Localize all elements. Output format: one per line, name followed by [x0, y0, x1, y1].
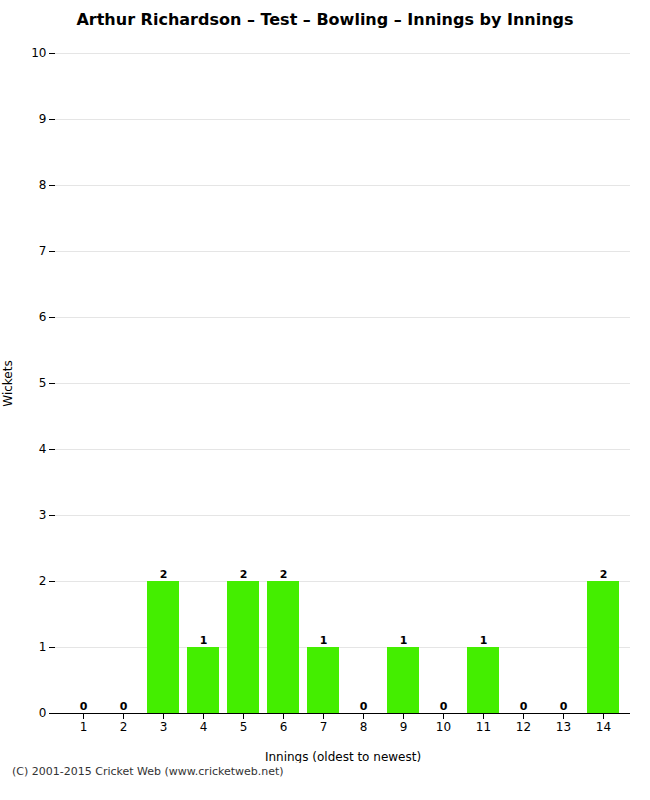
svg-text:0: 0	[120, 700, 128, 713]
svg-text:0: 0	[520, 700, 528, 713]
svg-text:2: 2	[120, 720, 128, 734]
svg-text:4: 4	[200, 720, 208, 734]
svg-text:8: 8	[39, 178, 47, 192]
svg-text:1: 1	[200, 634, 208, 647]
svg-text:7: 7	[320, 720, 328, 734]
svg-text:2: 2	[240, 568, 248, 581]
svg-text:3: 3	[39, 508, 47, 522]
svg-text:6: 6	[39, 310, 47, 324]
svg-text:2: 2	[600, 568, 608, 581]
svg-text:5: 5	[240, 720, 248, 734]
svg-text:2: 2	[39, 574, 47, 588]
svg-text:8: 8	[360, 720, 368, 734]
svg-text:3: 3	[160, 720, 168, 734]
svg-text:12: 12	[516, 720, 531, 734]
svg-text:14: 14	[596, 720, 611, 734]
svg-text:0: 0	[440, 700, 448, 713]
svg-text:0: 0	[560, 700, 568, 713]
svg-text:11: 11	[476, 720, 491, 734]
svg-text:2: 2	[280, 568, 288, 581]
svg-text:13: 13	[556, 720, 571, 734]
svg-text:0: 0	[80, 700, 88, 713]
html-text:(C) 2001-2015 Cricket Web (www: (C) 2001-2015 Cricket Web (www.cricketwe…	[12, 765, 284, 778]
svg-text:1: 1	[480, 634, 488, 647]
svg-text:0: 0	[39, 706, 47, 720]
svg-text:1: 1	[400, 634, 408, 647]
svg-text:7: 7	[39, 244, 47, 258]
svg-text:4: 4	[39, 442, 47, 456]
svg-text:6: 6	[280, 720, 288, 734]
svg-text:0: 0	[360, 700, 368, 713]
svg-text:10: 10	[31, 46, 46, 60]
svg-text:Innings (oldest to newest): Innings (oldest to newest)	[265, 750, 421, 764]
svg-text:5: 5	[39, 376, 47, 390]
svg-text:9: 9	[39, 112, 47, 126]
svg-text:Wickets: Wickets	[1, 360, 15, 406]
svg-text:2: 2	[160, 568, 168, 581]
svg-text:1: 1	[320, 634, 328, 647]
html-text:Arthur Richardson – Test – Bow: Arthur Richardson – Test – Bowling – Inn…	[76, 10, 574, 29]
svg-text:1: 1	[39, 640, 47, 654]
svg-text:10: 10	[436, 720, 451, 734]
svg-text:1: 1	[80, 720, 88, 734]
svg-text:9: 9	[400, 720, 408, 734]
